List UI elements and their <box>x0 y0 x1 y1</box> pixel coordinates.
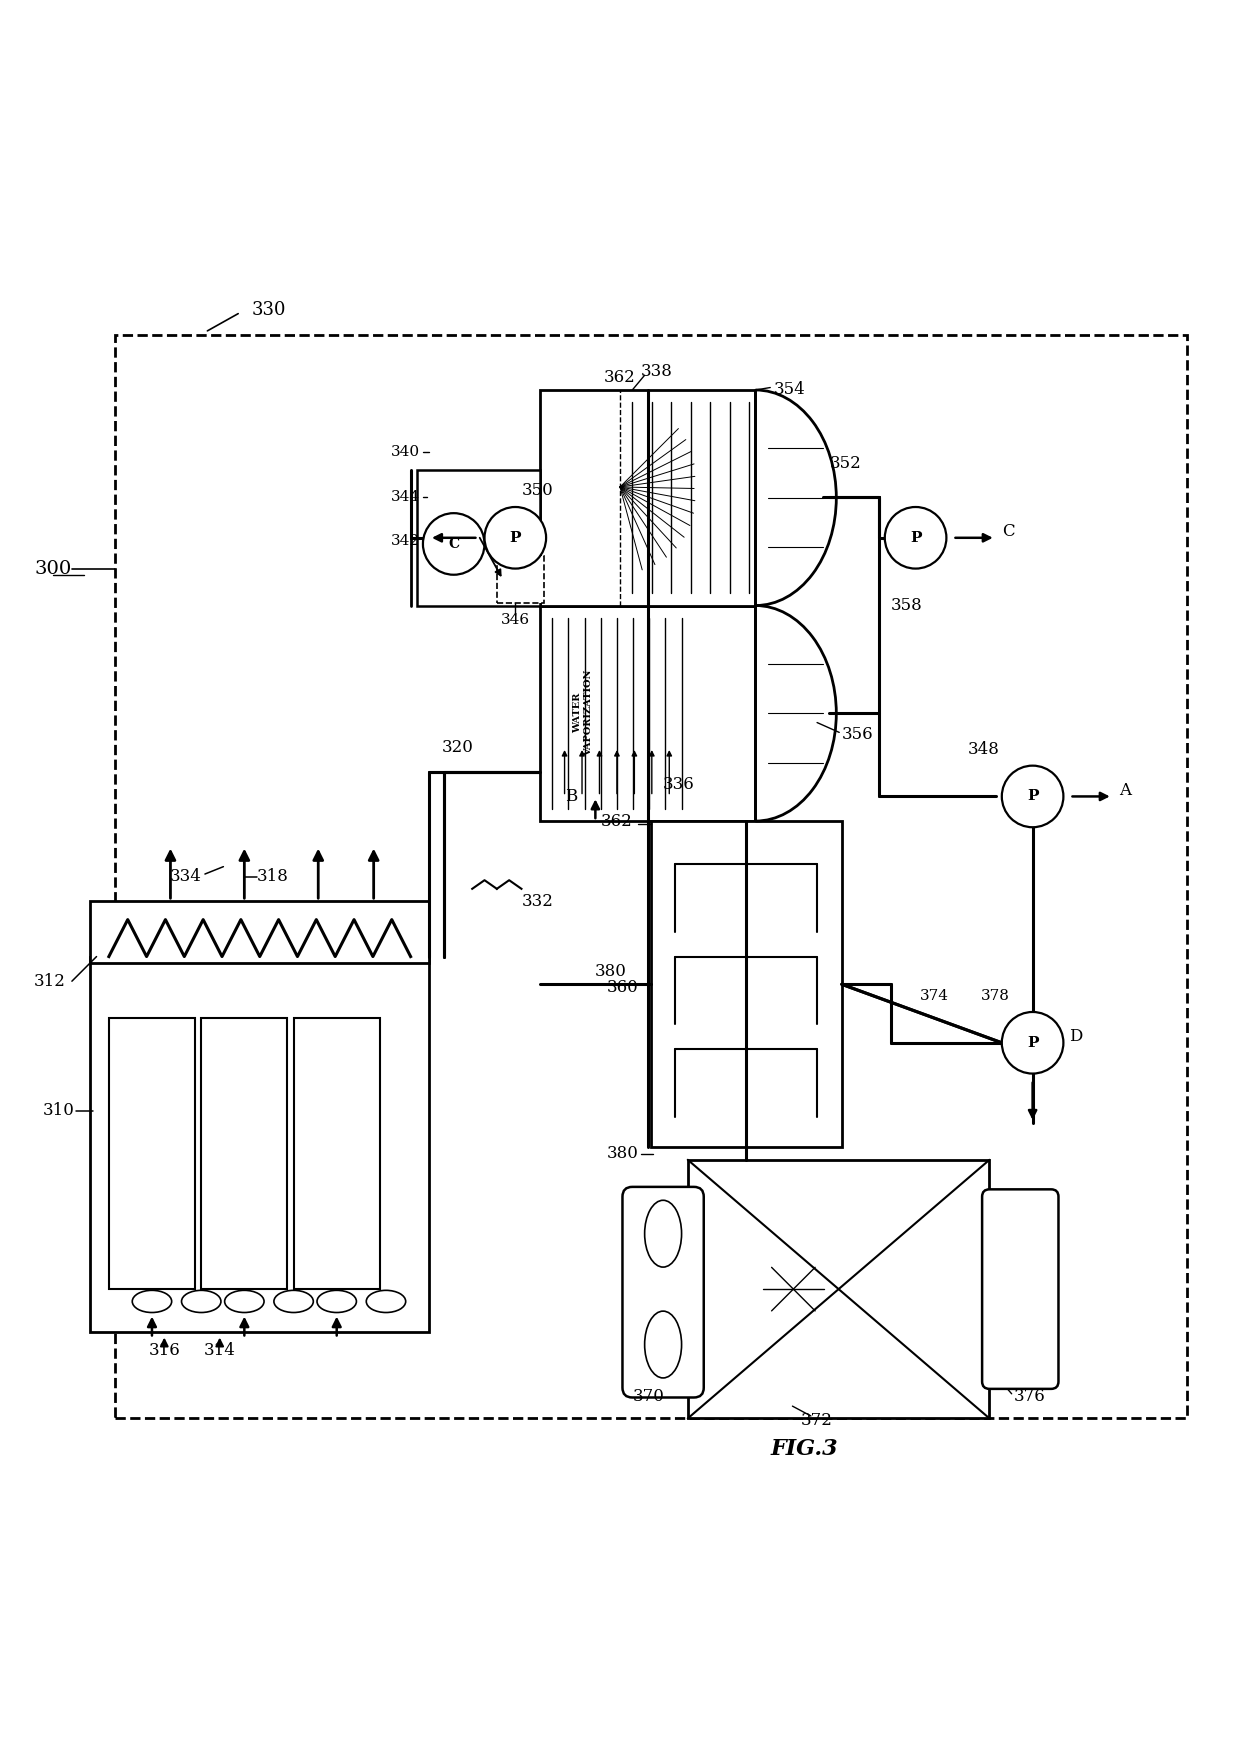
Text: 320: 320 <box>441 738 474 756</box>
FancyBboxPatch shape <box>982 1189 1059 1388</box>
Ellipse shape <box>133 1290 171 1313</box>
Bar <box>109 1018 195 1288</box>
Bar <box>539 389 755 605</box>
Text: 336: 336 <box>663 775 694 792</box>
Text: 338: 338 <box>641 363 673 380</box>
Text: 356: 356 <box>842 726 873 743</box>
Text: 310: 310 <box>42 1103 74 1118</box>
Text: 362: 362 <box>600 813 632 829</box>
Text: B: B <box>564 787 577 805</box>
Text: C: C <box>448 536 459 550</box>
Text: 318: 318 <box>257 868 289 885</box>
Bar <box>91 901 429 962</box>
Bar <box>417 470 539 605</box>
Text: WATER
VAPORIZATION: WATER VAPORIZATION <box>573 670 593 757</box>
Text: 334: 334 <box>170 868 201 885</box>
Bar <box>539 605 755 820</box>
Text: 378: 378 <box>981 989 1011 1003</box>
Text: 344: 344 <box>392 491 420 505</box>
Text: 350: 350 <box>522 482 553 500</box>
Ellipse shape <box>181 1290 221 1313</box>
Ellipse shape <box>645 1201 682 1267</box>
Text: P: P <box>510 531 521 545</box>
Bar <box>201 1018 288 1288</box>
Text: 380: 380 <box>606 1145 639 1162</box>
Bar <box>91 957 429 1332</box>
Ellipse shape <box>274 1290 314 1313</box>
Text: 354: 354 <box>774 382 806 398</box>
Ellipse shape <box>224 1290 264 1313</box>
Text: 300: 300 <box>35 559 72 577</box>
Bar <box>294 1018 379 1288</box>
Circle shape <box>885 507 946 568</box>
Circle shape <box>485 507 546 568</box>
Text: P: P <box>1027 1036 1038 1050</box>
Bar <box>651 820 842 1148</box>
Text: FIG.3: FIG.3 <box>771 1437 838 1460</box>
Text: 316: 316 <box>149 1343 180 1359</box>
Circle shape <box>1002 1011 1064 1073</box>
Text: 348: 348 <box>967 742 999 757</box>
Text: 340: 340 <box>392 445 420 459</box>
Text: P: P <box>910 531 921 545</box>
Text: D: D <box>1069 1027 1083 1045</box>
Text: 342: 342 <box>392 535 420 549</box>
Text: C: C <box>1002 522 1014 540</box>
Text: 380: 380 <box>594 964 626 980</box>
Bar <box>115 335 1187 1418</box>
Ellipse shape <box>645 1311 682 1378</box>
Text: P: P <box>1027 789 1038 803</box>
Ellipse shape <box>366 1290 405 1313</box>
Circle shape <box>1002 766 1064 827</box>
Text: 370: 370 <box>632 1388 665 1404</box>
FancyBboxPatch shape <box>622 1187 704 1397</box>
Text: 376: 376 <box>1014 1388 1045 1404</box>
Bar <box>497 556 543 603</box>
Ellipse shape <box>317 1290 356 1313</box>
Text: 314: 314 <box>203 1343 236 1359</box>
Text: 312: 312 <box>33 973 66 990</box>
Text: 362: 362 <box>604 370 635 386</box>
Text: 346: 346 <box>501 614 529 628</box>
Text: 332: 332 <box>522 892 553 910</box>
Text: A: A <box>1118 782 1131 799</box>
Bar <box>688 1160 990 1418</box>
Text: 360: 360 <box>606 978 639 996</box>
Text: 330: 330 <box>252 302 286 319</box>
Text: 352: 352 <box>830 456 861 472</box>
Text: 372: 372 <box>801 1413 833 1429</box>
Text: 358: 358 <box>892 598 923 614</box>
Text: 374: 374 <box>920 989 949 1003</box>
Circle shape <box>423 514 485 575</box>
